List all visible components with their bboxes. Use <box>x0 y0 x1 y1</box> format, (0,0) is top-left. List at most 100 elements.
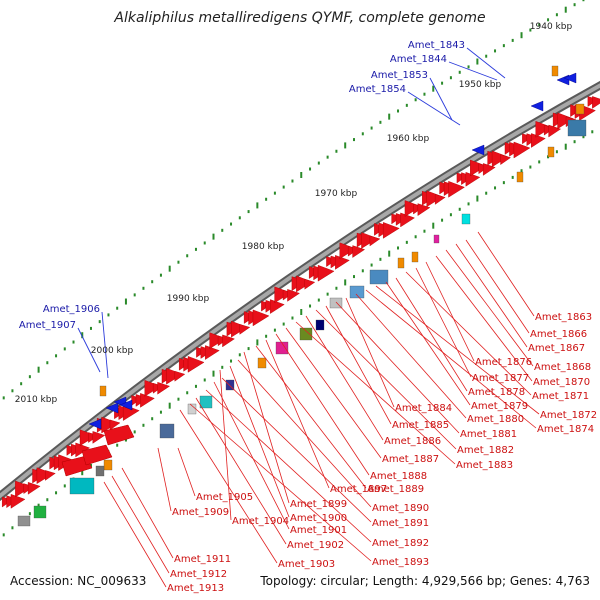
forward-gene-arrow <box>79 429 97 447</box>
red-leader-line <box>213 381 290 530</box>
feature-box <box>329 297 343 309</box>
outer-tick-dot <box>564 6 567 13</box>
outer-tick-dot <box>335 149 338 153</box>
gene-label-red: Amet_1871 <box>532 391 589 402</box>
forward-gene-arrow <box>36 467 54 485</box>
red-leader-line <box>355 293 467 419</box>
red-leader-line <box>325 305 392 425</box>
forward-gene-block <box>103 424 135 446</box>
outer-tick-dot <box>142 286 145 290</box>
feature-box <box>103 459 113 471</box>
outer-tick-dot <box>186 254 189 258</box>
forward-gene-arrow <box>361 232 378 249</box>
forward-gene-arrow <box>317 264 335 282</box>
feature-box <box>99 385 107 397</box>
backbone-arc <box>0 83 600 499</box>
gene-label-red: Amet_1888 <box>370 471 427 482</box>
gene-label-red: Amet_1905 <box>196 492 253 503</box>
red-leader-line <box>415 267 472 378</box>
outer-tick-dot <box>520 32 523 39</box>
outer-tick-dot <box>203 241 206 245</box>
inner-tick-dot <box>361 269 364 273</box>
inner-tick-dot <box>388 250 391 257</box>
outer-tick-dot <box>221 228 224 232</box>
gene-label-blue: Amet_1854 <box>349 84 406 95</box>
outer-tick-dot <box>177 260 180 264</box>
feature-box <box>547 146 555 158</box>
outer-tick-dot <box>159 273 162 277</box>
red-leader-line <box>265 339 330 489</box>
forward-gene-arrow <box>140 393 155 408</box>
red-leader-line <box>219 369 232 521</box>
gene-label-red: Amet_1891 <box>372 518 429 529</box>
outer-tick-dot <box>405 103 408 107</box>
outer-tick-dot <box>282 185 285 189</box>
gene-label-red: Amet_1863 <box>535 312 592 323</box>
inner-tick-dot <box>238 353 241 357</box>
inner-tick-dot <box>476 195 479 202</box>
forward-gene-arrow <box>557 112 575 130</box>
outer-tick-dot <box>63 347 66 351</box>
inner-tick-dot <box>423 229 426 233</box>
gene-label-red: Amet_1876 <box>475 357 532 368</box>
kbp-tick-label: 2000 kbp <box>91 346 134 356</box>
leader-lines-layer <box>77 47 540 588</box>
inner-tick-dot <box>494 186 497 190</box>
feature-box <box>225 379 235 391</box>
outer-tick-dot <box>476 58 479 65</box>
forward-gene-arrow <box>531 133 546 148</box>
outer-tick-dot <box>397 109 400 113</box>
forward-gene-arrow <box>274 286 292 304</box>
gene-label-blue: Amet_1906 <box>43 304 100 315</box>
gene-label-red: Amet_1902 <box>287 540 344 551</box>
red-leader-line <box>405 271 532 396</box>
feature-box <box>95 465 105 477</box>
forward-gene-arrow <box>339 242 357 260</box>
forward-gene-arrow <box>592 96 600 109</box>
outer-tick-dot <box>300 172 303 178</box>
feature-box <box>17 515 31 527</box>
red-leader-line <box>179 409 278 564</box>
forward-gene-arrow <box>434 194 446 205</box>
reverse-gene-arrow <box>563 72 577 84</box>
outer-tick-dot <box>529 28 532 32</box>
outer-tick-dot <box>81 332 84 339</box>
inner-tick-dot <box>582 135 585 139</box>
gene-label-red: Amet_1897 <box>330 484 387 495</box>
inner-tick-dot <box>370 263 373 267</box>
feature-box <box>516 171 524 183</box>
feature-box <box>369 269 389 285</box>
gene-label-red: Amet_1882 <box>457 445 514 456</box>
red-leader-line <box>477 231 535 317</box>
outer-tick-dot <box>547 18 550 22</box>
red-leader-line <box>157 447 172 512</box>
gene-label-red: Amet_1884 <box>395 403 452 414</box>
feature-box <box>397 257 405 269</box>
outer-tick-dot <box>494 49 497 53</box>
kbp-tick-label: 1960 kbp <box>387 134 430 144</box>
outer-tick-dot <box>485 54 488 58</box>
red-leader-line <box>295 321 456 465</box>
forward-gene-arrow <box>252 309 270 327</box>
red-leader-line <box>189 403 372 562</box>
inner-tick-dot <box>28 512 31 516</box>
kbp-tick-label: 2010 kbp <box>15 395 58 405</box>
outer-tick-dot <box>291 179 294 183</box>
feature-box <box>461 213 471 225</box>
gene-label-red: Amet_1904 <box>232 516 289 527</box>
inner-tick-dot <box>300 309 303 315</box>
inner-tick-dot <box>168 402 171 409</box>
inner-tick-dot <box>317 298 320 302</box>
inner-tick-dot <box>273 328 276 332</box>
gene-label-red: Amet_1866 <box>530 329 587 340</box>
feature-box <box>411 251 419 263</box>
gene-label-blue: Amet_1853 <box>371 70 428 81</box>
forward-gene-arrow <box>174 370 186 382</box>
inner-tick-dot <box>291 316 294 320</box>
forward-gene-arrow <box>470 159 487 177</box>
outer-tick-dot <box>2 396 5 400</box>
kbp-tick-label: 1990 kbp <box>167 294 210 304</box>
outer-tick-dot <box>194 247 197 251</box>
inner-tick-dot <box>116 443 119 447</box>
